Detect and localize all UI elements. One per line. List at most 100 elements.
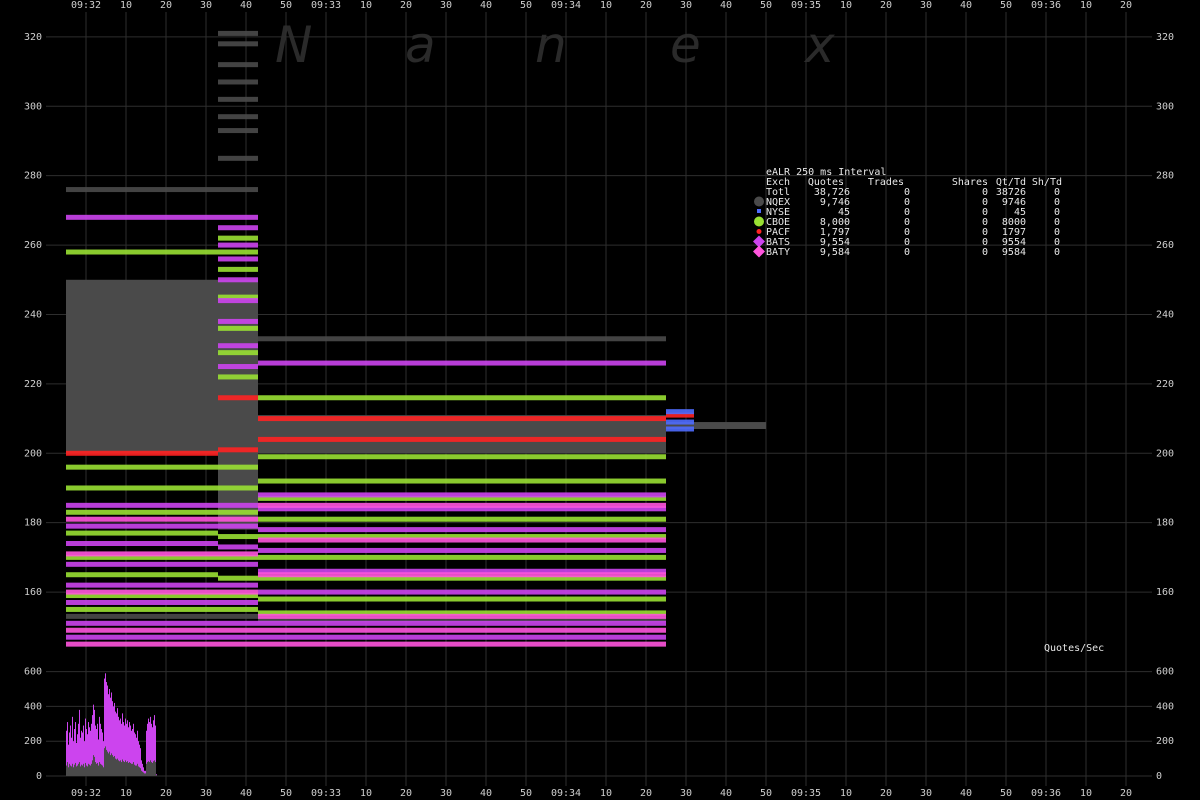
cboe-quote-level [218,249,258,255]
nqex-quotes-bar [97,762,98,776]
x-tick-label: 50 [760,0,772,11]
legend-cell: 8000 [1002,217,1026,228]
nqex-quotes-bar [81,764,82,776]
cboe-quote-level [66,530,218,536]
x-tick-label: 20 [160,0,172,11]
nqex-quotes-bar [67,762,68,776]
bats-quote-level [218,582,258,588]
legend-cell: 0 [982,187,988,198]
nqex-quotes-bar [139,767,140,776]
cboe-quote-level [218,266,258,272]
nqex-quotes-bar [101,764,102,776]
cboe-quote-level [218,509,258,515]
nqex-quote-level [218,187,258,193]
x-tick-label: 20 [640,0,652,11]
nqex-quotes-bar [91,763,92,776]
legend-cell: BATY [766,247,790,258]
bats-quotes-bar [66,730,67,776]
x-tick-label: 20 [1120,788,1132,799]
nqex-quotes-bar [147,762,148,776]
baty-quote-level [66,627,218,633]
bats-quotes-bar [133,723,134,776]
nqex-quotes-bar [153,761,154,776]
nqex-quotes-bar [112,755,113,776]
y-tick-label: 220 [1156,379,1174,390]
cboe-quote-level [218,294,258,300]
baty-quote-level [66,516,218,522]
bats-quotes-bar [128,727,129,776]
legend-cell: Totl [766,187,790,198]
cboe-quote-level [66,572,218,578]
nqex-quotes-bar [124,762,125,776]
x-tick-label: 20 [160,788,172,799]
bats-quotes-bar [140,748,141,776]
legend-cell: PACF [766,227,790,238]
nqex-quotes-bar [115,758,116,776]
nqex-quotes-bar [149,762,150,776]
y-tick-label: 180 [1156,518,1174,529]
bats-quotes-bar [130,725,131,776]
y-tick-label: 260 [24,240,42,251]
nqex-quotes-bar [107,751,108,776]
nqex-quotes-bar [154,760,155,776]
legend-cell: 38,726 [814,187,850,198]
nqex-spread-band [258,415,666,454]
bats-quotes-bar [76,742,77,776]
nqex-quote-level [218,96,258,102]
baty-quote-level [258,613,666,619]
bats-quote-level [258,547,666,553]
nqex-quotes-bar [79,762,80,776]
bats-quotes-bar [138,741,139,776]
nqex-quote-level [218,613,258,619]
bats-quotes-bar [84,741,85,776]
x-tick-label: 20 [880,788,892,799]
x-tick-label: 40 [960,788,972,799]
bats-quote-level [66,599,218,605]
nqex-quotes-bar [144,773,145,776]
nqex-quotes-bar [151,762,152,776]
x-tick-label: 30 [920,788,932,799]
bats-quotes-bar [152,727,153,776]
bats-quotes-bar [92,715,93,776]
baty-quote-level [258,502,666,508]
legend-cell: 9,746 [820,197,850,208]
legend-cell: 0 [1054,207,1060,218]
bats-quotes-bar [94,709,95,776]
nqex-quote-level [218,79,258,85]
bats-quotes-bar [79,709,80,776]
bats-quotes-bar [153,720,154,776]
nqex-quotes-bar [130,762,131,776]
x-tick-label: 09:34 [551,788,581,799]
bats-quotes-bar [75,722,76,776]
bats-quotes-bar [114,702,115,776]
bats-quotes-bar [151,723,152,776]
cboe-quote-level [66,485,218,491]
nqex-quotes-bar [69,763,70,776]
nqex-quotes-bar [126,762,127,776]
x-tick-label: 09:33 [311,0,341,11]
y-tick-labels: 320 320 300 300 280 280 260 260 240 240 220 220 200 2… [24,32,1174,782]
x-tick-label: 40 [240,788,252,799]
bats-quotes-bar [89,727,90,776]
bats-quotes-bar [73,741,74,776]
legend-header: Shares [952,177,988,188]
nqex-spread-band [666,422,766,429]
x-tick-label: 09:35 [791,788,821,799]
nqex-quotes-bar [90,765,91,776]
y-tick-label: 400 [24,701,42,712]
legend-header: Sh/Td [1032,177,1062,188]
nqex-quotes-bar [111,753,112,776]
legend-cell: 0 [982,197,988,208]
nqex-quotes-bar [155,762,156,776]
bats-quotes-bar [69,732,70,776]
x-tick-label: 10 [120,788,132,799]
legend-cell: 0 [1054,247,1060,258]
x-tick-label: 10 [360,788,372,799]
bats-quote-level [218,242,258,248]
baty-quote-level [66,641,218,647]
bats-quotes-bar [72,716,73,776]
bats-quotes-bar [139,744,140,776]
x-tick-label: 50 [520,0,532,11]
nqex-quotes-bar [105,746,106,776]
pacf-quote-level [666,412,694,418]
